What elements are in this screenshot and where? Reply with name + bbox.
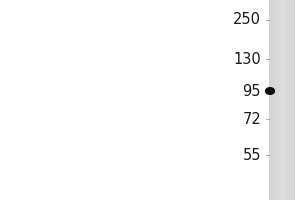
Text: 72: 72 <box>242 112 261 127</box>
Ellipse shape <box>266 88 274 94</box>
Text: 95: 95 <box>242 84 261 99</box>
Text: 250: 250 <box>233 12 261 27</box>
Text: 130: 130 <box>233 51 261 66</box>
Text: 55: 55 <box>242 148 261 162</box>
